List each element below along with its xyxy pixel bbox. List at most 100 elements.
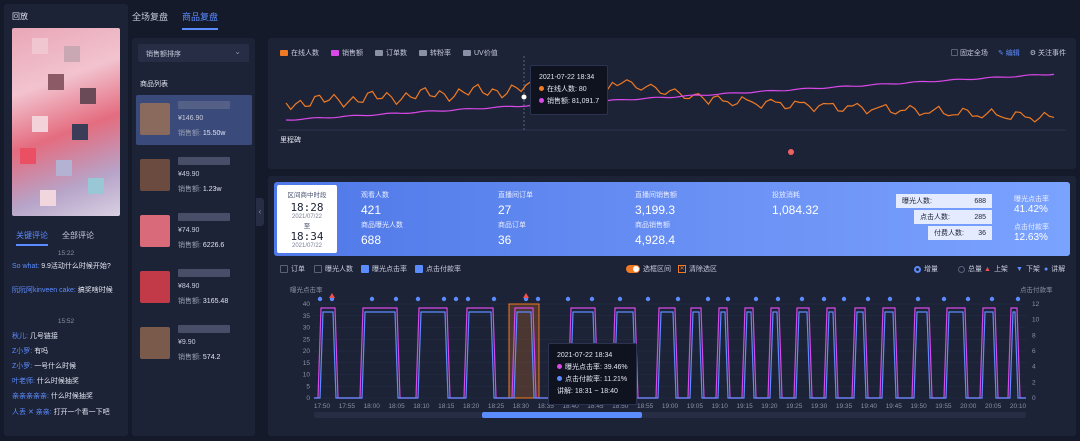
edit-button[interactable]: ✎ 编辑 [997, 50, 1020, 57]
comment-item: 亲亲亲亲亲: 什么时候抽奖 [12, 393, 93, 400]
x-tick-label: 18:15 [438, 403, 455, 410]
legend-item[interactable]: 转粉率 [419, 48, 451, 58]
tab-all-comments[interactable]: 全部评论 [62, 231, 94, 240]
product-price: ¥49.90 [178, 171, 200, 178]
legend-item[interactable]: UV价值 [463, 48, 498, 58]
product-item[interactable]: ¥84.90 销售额: 3165.48 [136, 263, 252, 313]
y2-tick-label: 6 [1032, 348, 1036, 355]
x-tick-label: 19:25 [786, 403, 803, 410]
x-tick-label: 19:30 [811, 403, 828, 410]
explain-marker [589, 296, 595, 302]
legend-item[interactable]: 在线人数 [280, 48, 319, 58]
watch-events-button[interactable]: ⚙ 关注事件 [1029, 50, 1066, 57]
y2-tick-label: 8 [1032, 332, 1036, 339]
replay-video[interactable] [12, 28, 120, 216]
collapse-handle[interactable]: ‹ [256, 198, 264, 226]
pencil-icon: ✎ [997, 50, 1004, 57]
explain-marker [821, 296, 827, 302]
product-sales: 销售额: 574.2 [178, 354, 221, 361]
review-tabs: 全场复盘 商品复盘 [132, 10, 219, 30]
y-tick-label: 40 [303, 301, 311, 308]
x-tick-label: 18:20 [463, 403, 480, 410]
milestone-marker[interactable] [788, 149, 794, 155]
x-tick-label: 18:30 [513, 403, 530, 410]
y-tick-label: 25 [303, 336, 311, 343]
tab-product-review[interactable]: 商品复盘 [182, 10, 219, 30]
x-tick-label: 18:00 [364, 403, 381, 410]
y-tick-label: 35 [303, 313, 311, 320]
list-title: 商品列表 [140, 81, 168, 88]
explain-marker [1015, 296, 1021, 302]
sort-label: 销售额排序 [146, 51, 181, 58]
product-price: ¥74.90 [178, 227, 200, 234]
x-tick-label: 19:40 [861, 403, 878, 410]
y2-tick-label: 4 [1032, 364, 1036, 371]
explain-marker [465, 296, 471, 302]
check-exposure-click-rate[interactable]: 曝光点击率 [361, 264, 407, 274]
rate-exposure-click: 曝光点击率 41.42% [1014, 196, 1049, 215]
explain-marker [369, 296, 375, 302]
timeline-track [314, 412, 1026, 418]
gear-icon: ⚙ [1029, 50, 1037, 57]
x-tick-label: 19:00 [662, 403, 679, 410]
comment-item: 秋儿: 几号链接 [12, 333, 58, 340]
x-tick-label: 20:00 [960, 403, 977, 410]
tab-full-review[interactable]: 全场复盘 [132, 12, 169, 22]
x-tick-label: 19:45 [886, 403, 903, 410]
explain-marker [565, 296, 571, 302]
product-thumbnail [140, 215, 170, 247]
range-select-toggle[interactable]: 选框区间 [626, 264, 671, 274]
kpi-product-orders: 商品订单 36 [498, 222, 526, 247]
rate-click-pay: 点击付款率 12.63% [1014, 224, 1049, 243]
explain-marker [675, 296, 681, 302]
product-list-panel: 销售额排序 ⌄ 商品列表 ¥146.90 销售额: 15.50w ¥49.90 … [132, 38, 255, 436]
explain-marker [441, 296, 447, 302]
sort-select[interactable]: 销售额排序 ⌄ [138, 44, 249, 62]
replay-title: 回放 [12, 12, 28, 21]
comment-item: Z小罗: 一号什么时候 [12, 363, 77, 370]
explain-marker [535, 296, 541, 302]
product-chart-panel: 区间商中时段 18:28 2021/07/22 至 18:34 2021/07/… [268, 176, 1076, 436]
x-tick-label: 19:35 [836, 403, 853, 410]
product-item[interactable]: ¥9.90 销售额: 574.2 [136, 319, 252, 369]
explain-marker [775, 296, 781, 302]
chevron-down-icon: ⌄ [234, 47, 241, 56]
mode-total[interactable]: 总量 [958, 264, 982, 274]
explain-marker [491, 296, 497, 302]
clear-selection-button[interactable]: ✕ 清除选区 [678, 265, 717, 273]
legend-item[interactable]: 订单数 [375, 48, 407, 58]
series-line-online [285, 78, 1055, 123]
comment-item: So what: 9.9活动什么时候开始? [12, 263, 111, 270]
fix-full-checkbox[interactable]: 固定全场 [950, 48, 988, 58]
y2-axis-label: 点击付款率 [1020, 287, 1053, 294]
y2-tick-label: 2 [1032, 379, 1036, 386]
funnel-exposure: 曝光人数: 688 [896, 194, 992, 208]
product-sales: 销售额: 3165.48 [178, 298, 229, 305]
explain-marker [989, 296, 995, 302]
kpi-bar: 区间商中时段 18:28 2021/07/22 至 18:34 2021/07/… [274, 182, 1070, 256]
product-item[interactable]: ¥49.90 销售额: 1.23w [136, 151, 252, 201]
check-click-pay-rate[interactable]: 点击付款率 [415, 264, 461, 274]
y-tick-label: 0 [306, 395, 310, 402]
check-exposure[interactable]: 曝光人数 [314, 264, 353, 274]
comment-item: 阮阮阿kinveen cake: 搞奖啥时候 [12, 287, 113, 294]
explain-marker [645, 296, 651, 302]
y2-tick-label: 12 [1032, 301, 1040, 308]
x-tick-label: 20:05 [985, 403, 1002, 410]
legend-item[interactable]: 销售额 [331, 48, 363, 58]
check-orders[interactable]: 订单 [280, 264, 305, 274]
explain-marker [453, 296, 459, 302]
kpi-room-orders: 直播间订单 27 [498, 192, 533, 217]
tab-key-comments[interactable]: 关键评论 [16, 230, 48, 246]
explain-marker [415, 296, 421, 302]
x-tick-label: 18:25 [488, 403, 505, 410]
product-item[interactable]: ¥146.90 销售额: 15.50w [136, 95, 252, 145]
product-thumbnail [140, 271, 170, 303]
x-tick-label: 20:10 [1010, 403, 1027, 410]
product-item[interactable]: ¥74.90 销售额: 6226.6 [136, 207, 252, 257]
legend-explain: ● 讲解 [1044, 265, 1066, 274]
comment-time: 15:22 [57, 250, 75, 257]
mode-increment[interactable]: 增量 [914, 264, 938, 274]
x-tick-label: 19:05 [687, 403, 704, 410]
series-line-click-pay-rate [314, 311, 1026, 399]
